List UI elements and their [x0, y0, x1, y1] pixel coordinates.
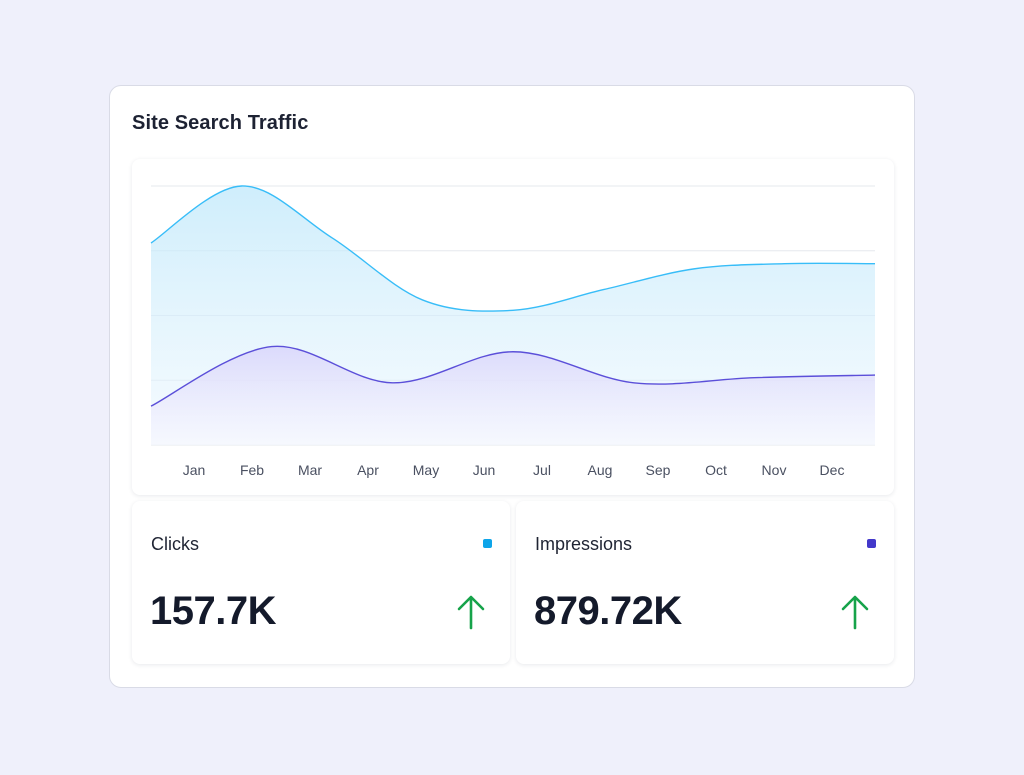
clicks-legend-dot [483, 539, 492, 548]
arrow-up-icon [457, 595, 485, 630]
clicks-stat-card: Clicks 157.7K [132, 501, 510, 664]
x-tick-label: Apr [357, 462, 379, 478]
clicks-label: Clicks [151, 534, 199, 554]
impressions-label: Impressions [535, 534, 633, 554]
impressions-value: 879.72K [534, 589, 682, 633]
card-title: Site Search Traffic [132, 112, 309, 134]
x-tick-label: Sep [646, 462, 671, 478]
arrow-up-icon [841, 595, 869, 630]
x-tick-label: Jul [533, 462, 551, 478]
impressions-series-line [150, 345, 876, 407]
site-search-traffic-card: Site Search Traffic Jan Feb Mar Apr May Jun Ju… [109, 85, 915, 688]
chart-areas [151, 185, 875, 446]
x-tick-label: Oct [705, 462, 727, 478]
impressions-legend-dot [867, 539, 876, 548]
clicks-value: 157.7K [150, 589, 276, 633]
x-tick-label: Dec [820, 462, 845, 478]
traffic-chart-panel: Jan Feb Mar Apr May Jun Jul Aug Sep Oct Nov Dec [132, 159, 894, 495]
impressions-stat-card: Impressions 879.72K [516, 501, 894, 664]
x-tick-label: Jun [473, 462, 496, 478]
x-tick-label: Mar [298, 462, 322, 478]
impressions-area [151, 346, 875, 445]
x-tick-label: Feb [240, 462, 264, 478]
chart-lines [150, 185, 876, 407]
x-tick-label: Jan [183, 462, 206, 478]
x-axis-labels: Jan Feb Mar Apr May Jun Jul Aug Sep Oct Nov Dec [183, 462, 845, 478]
clicks-series-line [150, 185, 876, 312]
x-tick-label: Nov [762, 462, 787, 478]
x-tick-label: May [413, 462, 439, 478]
traffic-area-chart: Jan Feb Mar Apr May Jun Jul Aug Sep Oct Nov Dec [150, 185, 876, 478]
x-tick-label: Aug [588, 462, 613, 478]
